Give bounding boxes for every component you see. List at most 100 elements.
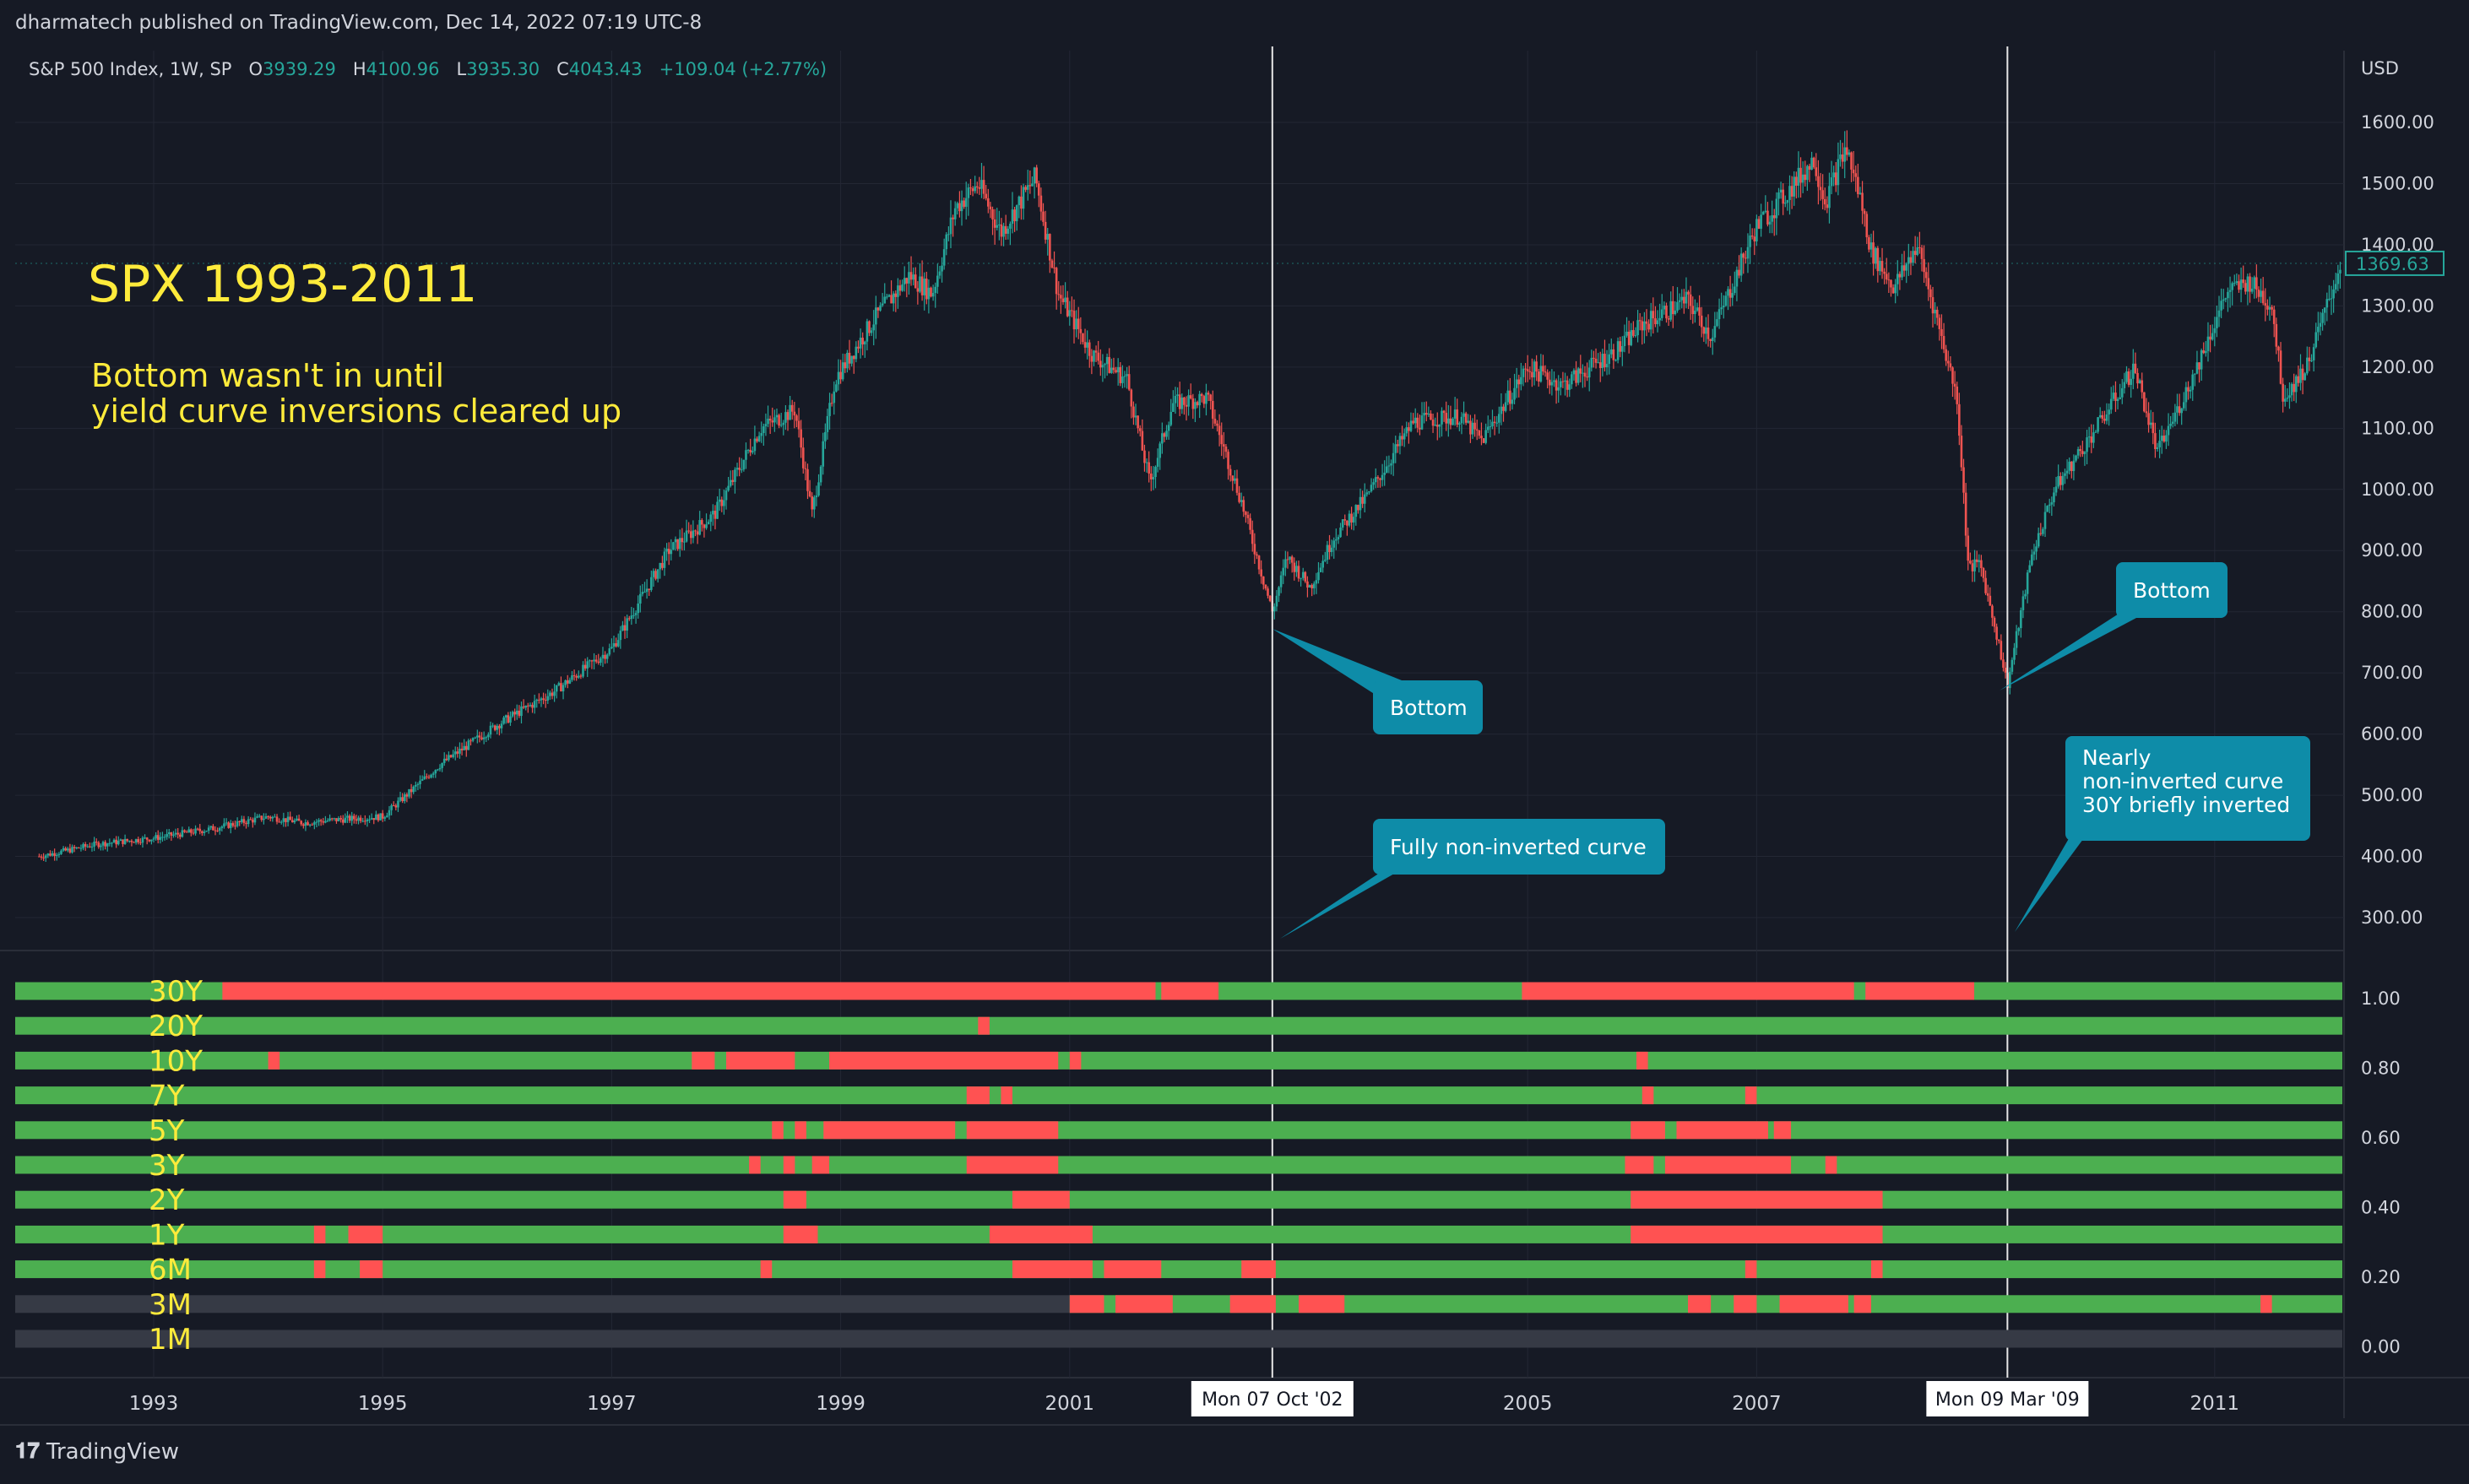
candle-body: [357, 817, 360, 821]
candle-body: [1127, 374, 1131, 390]
candle-body: [1088, 342, 1091, 356]
candle-body: [2130, 378, 2133, 385]
candle-body: [2145, 411, 2148, 414]
candle-body: [1057, 294, 1061, 295]
candle-body: [639, 593, 642, 604]
candle-body: [403, 794, 406, 802]
candle-body: [958, 203, 961, 212]
candle-body: [1022, 187, 1025, 209]
candle-body: [1390, 463, 1392, 466]
candle-body: [987, 198, 990, 207]
candle-body: [544, 700, 547, 701]
candle-body: [577, 675, 580, 678]
candle-body: [800, 429, 802, 448]
candle-body: [694, 530, 697, 532]
candle-body: [1643, 321, 1646, 331]
candle-body: [2076, 449, 2080, 456]
candle-body: [632, 615, 635, 616]
candle-body: [223, 823, 225, 827]
candle-body: [1229, 468, 1232, 476]
candle-body: [123, 838, 127, 844]
candle-body: [1946, 360, 1950, 364]
callout-nearly-noninverted-text: non-inverted curve: [2082, 769, 2283, 793]
candle-body: [196, 828, 199, 830]
candle-body: [1077, 318, 1080, 329]
candle-body: [1934, 309, 1936, 314]
candle-body: [445, 758, 448, 761]
candle-body: [1435, 425, 1439, 427]
candle-body: [1235, 478, 1239, 493]
candle-body: [1608, 354, 1610, 365]
candle-body: [271, 816, 274, 819]
candle-body: [1256, 554, 1258, 556]
candle-body: [621, 625, 624, 631]
candle-body: [1024, 187, 1027, 190]
candle-body: [1260, 569, 1262, 577]
candle-body: [71, 847, 73, 853]
candle-body: [119, 839, 122, 842]
candle-body: [1212, 400, 1214, 420]
time-tick-label: 1993: [129, 1393, 179, 1415]
candle-body: [2238, 281, 2240, 290]
candle-body: [1178, 394, 1181, 409]
candle-body: [637, 603, 639, 614]
candle-body: [442, 758, 446, 763]
footer-brand[interactable]: 𝟏𝟕 TradingView: [15, 1438, 180, 1465]
candle-body: [1513, 387, 1516, 400]
candle-body: [883, 296, 887, 304]
candle-body: [837, 371, 840, 385]
candle-body: [2325, 299, 2329, 308]
candle-body: [1949, 363, 1952, 368]
candle-body: [245, 822, 247, 825]
candle-body: [1354, 505, 1358, 517]
candle-body: [2257, 290, 2260, 297]
time-tick-label: 2001: [1045, 1393, 1095, 1415]
candle-body: [1742, 253, 1745, 258]
band-red: [1676, 1121, 1768, 1140]
candle-body: [509, 716, 512, 723]
candle-body: [698, 520, 702, 535]
candle-body: [1326, 544, 1329, 561]
candle-body: [531, 704, 534, 708]
candle-body: [1907, 257, 1910, 264]
candle-body: [1625, 331, 1628, 336]
candle-body: [133, 842, 135, 843]
change-value: +109.04 (+2.77%): [659, 59, 828, 79]
candle-body: [1401, 436, 1403, 440]
candle-body: [513, 712, 516, 715]
candle-body: [203, 831, 206, 833]
candle-body: [572, 674, 576, 676]
candle-body: [1804, 174, 1807, 181]
candle-body: [1438, 424, 1441, 427]
candle-body: [366, 819, 369, 821]
candle-body: [1408, 427, 1410, 431]
candle-body: [1348, 513, 1351, 526]
band-red: [760, 1260, 773, 1279]
candle-body: [1775, 198, 1778, 219]
candle-body: [1187, 395, 1190, 407]
indicator-tick-label: 0.80: [2361, 1059, 2401, 1079]
candle-body: [1993, 617, 1996, 627]
candle-body: [1506, 390, 1510, 403]
candle-body: [383, 817, 387, 819]
candle-body: [2187, 387, 2190, 392]
candle-body: [2105, 414, 2108, 421]
candle-body: [1500, 406, 1503, 414]
candle-body: [604, 654, 606, 659]
band-red: [1229, 1295, 1276, 1313]
candle-body: [335, 818, 338, 821]
candle-body: [167, 832, 171, 835]
candle-body: [2231, 283, 2233, 290]
candle-body: [1969, 561, 1972, 564]
candle-body: [930, 287, 932, 297]
band-red: [772, 1121, 784, 1140]
candle-body: [892, 293, 895, 304]
candle-body: [1071, 310, 1073, 311]
candle-body: [555, 685, 558, 692]
candle-body: [67, 848, 69, 851]
candle-body: [2171, 421, 2174, 425]
candle-body: [619, 631, 622, 641]
chart-annotation-subtitle: Bottom wasn't in until yield curve inver…: [91, 357, 622, 430]
candle-body: [1419, 427, 1421, 430]
candle-body: [242, 819, 246, 823]
